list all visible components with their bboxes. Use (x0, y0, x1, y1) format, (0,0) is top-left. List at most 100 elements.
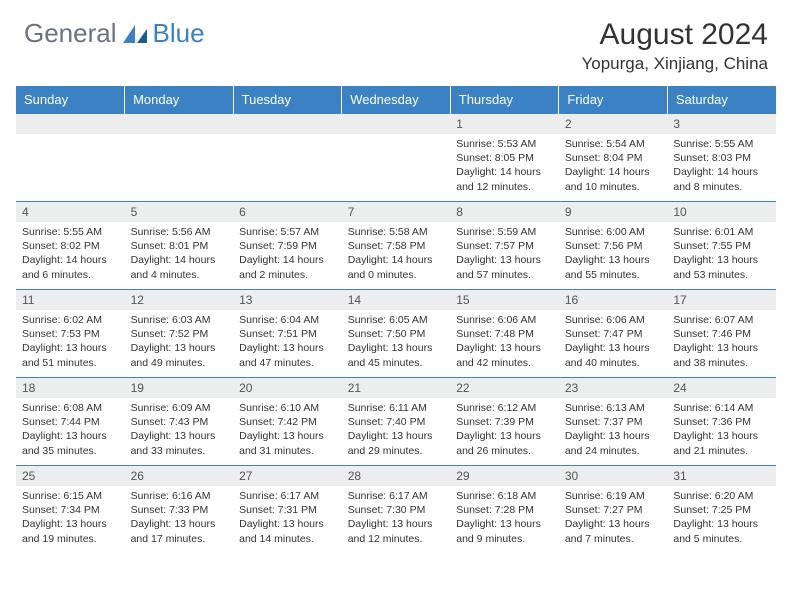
day-details: Sunrise: 6:08 AMSunset: 7:44 PMDaylight:… (16, 398, 125, 462)
sunset-text: Sunset: 7:59 PM (239, 239, 336, 253)
sunset-text: Sunset: 7:55 PM (673, 239, 770, 253)
brand-blue: Blue (153, 18, 205, 49)
sunrise-text: Sunrise: 6:17 AM (348, 489, 445, 503)
calendar-day-cell: 27Sunrise: 6:17 AMSunset: 7:31 PMDayligh… (233, 466, 342, 554)
sunrise-text: Sunrise: 6:06 AM (456, 313, 553, 327)
daylight-text: Daylight: 13 hours and 38 minutes. (673, 341, 770, 369)
day-number (125, 114, 234, 134)
sunset-text: Sunset: 8:05 PM (456, 151, 553, 165)
daylight-text: Daylight: 13 hours and 33 minutes. (131, 429, 228, 457)
sunrise-text: Sunrise: 6:08 AM (22, 401, 119, 415)
sunset-text: Sunset: 7:48 PM (456, 327, 553, 341)
month-title: August 2024 (581, 18, 768, 52)
day-details: Sunrise: 6:16 AMSunset: 7:33 PMDaylight:… (125, 486, 234, 550)
calendar-week-row: 18Sunrise: 6:08 AMSunset: 7:44 PMDayligh… (16, 378, 776, 466)
day-number: 8 (450, 202, 559, 222)
weekday-header: Thursday (450, 86, 559, 114)
calendar-day-cell: 4Sunrise: 5:55 AMSunset: 8:02 PMDaylight… (16, 202, 125, 290)
sail-icon (121, 23, 149, 45)
day-number (342, 114, 451, 134)
sunrise-text: Sunrise: 5:54 AM (565, 137, 662, 151)
day-number: 1 (450, 114, 559, 134)
day-details: Sunrise: 6:04 AMSunset: 7:51 PMDaylight:… (233, 310, 342, 374)
calendar-day-cell: 22Sunrise: 6:12 AMSunset: 7:39 PMDayligh… (450, 378, 559, 466)
sunrise-text: Sunrise: 6:19 AM (565, 489, 662, 503)
sunset-text: Sunset: 8:04 PM (565, 151, 662, 165)
sunrise-text: Sunrise: 6:14 AM (673, 401, 770, 415)
location: Yopurga, Xinjiang, China (581, 54, 768, 74)
daylight-text: Daylight: 14 hours and 8 minutes. (673, 165, 770, 193)
weekday-header: Tuesday (233, 86, 342, 114)
day-details: Sunrise: 6:00 AMSunset: 7:56 PMDaylight:… (559, 222, 668, 286)
calendar-day-cell: 3Sunrise: 5:55 AMSunset: 8:03 PMDaylight… (667, 114, 776, 202)
day-number: 15 (450, 290, 559, 310)
weekday-header: Sunday (16, 86, 125, 114)
daylight-text: Daylight: 13 hours and 35 minutes. (22, 429, 119, 457)
day-number: 27 (233, 466, 342, 486)
sunset-text: Sunset: 7:44 PM (22, 415, 119, 429)
sunset-text: Sunset: 7:42 PM (239, 415, 336, 429)
day-details: Sunrise: 5:54 AMSunset: 8:04 PMDaylight:… (559, 134, 668, 198)
day-details: Sunrise: 5:58 AMSunset: 7:58 PMDaylight:… (342, 222, 451, 286)
daylight-text: Daylight: 13 hours and 45 minutes. (348, 341, 445, 369)
calendar-day-cell: 5Sunrise: 5:56 AMSunset: 8:01 PMDaylight… (125, 202, 234, 290)
sunrise-text: Sunrise: 5:59 AM (456, 225, 553, 239)
calendar-day-cell (342, 114, 451, 202)
day-number: 14 (342, 290, 451, 310)
day-number: 10 (667, 202, 776, 222)
day-details: Sunrise: 6:19 AMSunset: 7:27 PMDaylight:… (559, 486, 668, 550)
calendar-day-cell: 23Sunrise: 6:13 AMSunset: 7:37 PMDayligh… (559, 378, 668, 466)
day-details: Sunrise: 6:15 AMSunset: 7:34 PMDaylight:… (16, 486, 125, 550)
day-number (233, 114, 342, 134)
brand-general: General (24, 18, 117, 49)
calendar-day-cell: 2Sunrise: 5:54 AMSunset: 8:04 PMDaylight… (559, 114, 668, 202)
daylight-text: Daylight: 13 hours and 49 minutes. (131, 341, 228, 369)
sunset-text: Sunset: 7:50 PM (348, 327, 445, 341)
sunrise-text: Sunrise: 6:00 AM (565, 225, 662, 239)
day-number: 9 (559, 202, 668, 222)
sunset-text: Sunset: 7:37 PM (565, 415, 662, 429)
calendar-table: Sunday Monday Tuesday Wednesday Thursday… (16, 86, 776, 554)
day-details: Sunrise: 5:55 AMSunset: 8:02 PMDaylight:… (16, 222, 125, 286)
day-number: 28 (342, 466, 451, 486)
calendar-week-row: 25Sunrise: 6:15 AMSunset: 7:34 PMDayligh… (16, 466, 776, 554)
sunrise-text: Sunrise: 6:18 AM (456, 489, 553, 503)
sunset-text: Sunset: 7:34 PM (22, 503, 119, 517)
sunrise-text: Sunrise: 6:02 AM (22, 313, 119, 327)
sunrise-text: Sunrise: 6:01 AM (673, 225, 770, 239)
daylight-text: Daylight: 13 hours and 19 minutes. (22, 517, 119, 545)
sunrise-text: Sunrise: 6:11 AM (348, 401, 445, 415)
sunrise-text: Sunrise: 5:56 AM (131, 225, 228, 239)
weekday-header: Wednesday (342, 86, 451, 114)
calendar-day-cell: 31Sunrise: 6:20 AMSunset: 7:25 PMDayligh… (667, 466, 776, 554)
calendar-week-row: 4Sunrise: 5:55 AMSunset: 8:02 PMDaylight… (16, 202, 776, 290)
day-details: Sunrise: 6:17 AMSunset: 7:30 PMDaylight:… (342, 486, 451, 550)
calendar-day-cell: 14Sunrise: 6:05 AMSunset: 7:50 PMDayligh… (342, 290, 451, 378)
day-details: Sunrise: 6:06 AMSunset: 7:47 PMDaylight:… (559, 310, 668, 374)
calendar-day-cell: 15Sunrise: 6:06 AMSunset: 7:48 PMDayligh… (450, 290, 559, 378)
sunset-text: Sunset: 7:53 PM (22, 327, 119, 341)
calendar-day-cell: 9Sunrise: 6:00 AMSunset: 7:56 PMDaylight… (559, 202, 668, 290)
calendar-day-cell: 20Sunrise: 6:10 AMSunset: 7:42 PMDayligh… (233, 378, 342, 466)
sunrise-text: Sunrise: 5:55 AM (673, 137, 770, 151)
sunset-text: Sunset: 7:40 PM (348, 415, 445, 429)
day-number: 31 (667, 466, 776, 486)
calendar-day-cell: 12Sunrise: 6:03 AMSunset: 7:52 PMDayligh… (125, 290, 234, 378)
calendar-day-cell: 17Sunrise: 6:07 AMSunset: 7:46 PMDayligh… (667, 290, 776, 378)
brand-logo: General Blue (24, 18, 205, 49)
day-number: 7 (342, 202, 451, 222)
calendar-day-cell: 26Sunrise: 6:16 AMSunset: 7:33 PMDayligh… (125, 466, 234, 554)
sunrise-text: Sunrise: 5:58 AM (348, 225, 445, 239)
day-details: Sunrise: 6:07 AMSunset: 7:46 PMDaylight:… (667, 310, 776, 374)
daylight-text: Daylight: 13 hours and 31 minutes. (239, 429, 336, 457)
daylight-text: Daylight: 13 hours and 17 minutes. (131, 517, 228, 545)
calendar-day-cell: 6Sunrise: 5:57 AMSunset: 7:59 PMDaylight… (233, 202, 342, 290)
sunrise-text: Sunrise: 6:03 AM (131, 313, 228, 327)
sunset-text: Sunset: 7:33 PM (131, 503, 228, 517)
calendar-day-cell (233, 114, 342, 202)
calendar-day-cell: 16Sunrise: 6:06 AMSunset: 7:47 PMDayligh… (559, 290, 668, 378)
day-details: Sunrise: 6:03 AMSunset: 7:52 PMDaylight:… (125, 310, 234, 374)
day-details: Sunrise: 5:57 AMSunset: 7:59 PMDaylight:… (233, 222, 342, 286)
calendar-week-row: 11Sunrise: 6:02 AMSunset: 7:53 PMDayligh… (16, 290, 776, 378)
sunset-text: Sunset: 7:43 PM (131, 415, 228, 429)
